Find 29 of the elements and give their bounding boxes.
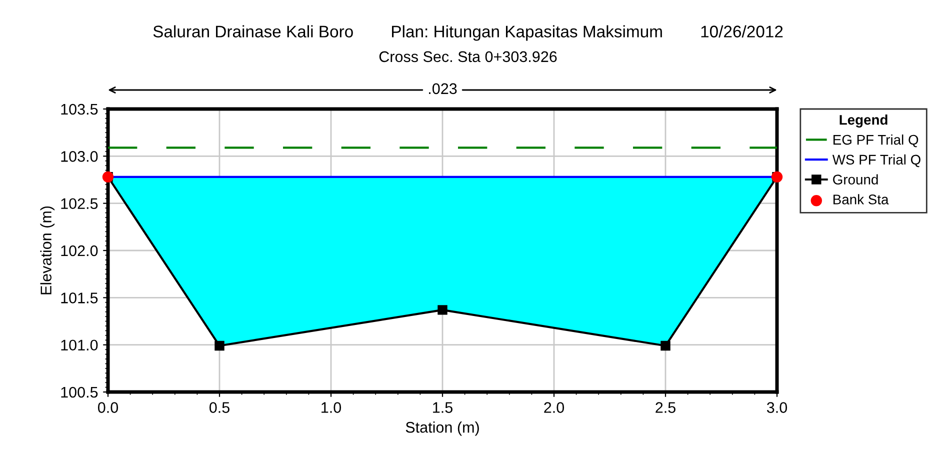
- x-tick-label: 0.0: [98, 402, 118, 413]
- point: [438, 305, 448, 315]
- x-tick-label: 2.5: [656, 402, 676, 413]
- legend-label: Bank Sta: [834, 194, 889, 204]
- y-tick-label: 102.5: [61, 198, 98, 210]
- y-tick-label: 100.5: [61, 386, 98, 398]
- point: [214, 340, 224, 351]
- chart-title: Saluran Drainase Kali Boro Plan: Hitungan Kapasitas Maksimum 10/26/2012: [153, 25, 783, 41]
- chart-subtitle: Cross Sec. Sta 0+303.926: [379, 51, 557, 62]
- y-tick-label: 103.0: [61, 151, 98, 162]
- point: [771, 171, 783, 183]
- legend-title: Legend: [840, 114, 888, 128]
- text: .023: [429, 83, 457, 94]
- x-tick-label: 1.0: [322, 402, 342, 413]
- legend-label: Ground: [833, 174, 878, 184]
- x-tick-label: 2.0: [544, 402, 564, 413]
- x-tick-label: 1.5: [433, 402, 452, 413]
- legend-label: EG PF Trial Q: [834, 134, 918, 148]
- y-tick-label: 101.0: [61, 340, 98, 351]
- legend-label: WS PF Trial Q: [832, 154, 920, 168]
- x-tick-label: 3.0: [766, 402, 788, 413]
- y-axis-title: Elevation (m): [40, 206, 54, 294]
- y-tick-label: 101.5: [61, 292, 98, 304]
- y-tick-label: 102.0: [61, 245, 98, 256]
- point: [660, 340, 670, 351]
- x-axis-title: Station (m): [406, 422, 479, 436]
- point: [102, 171, 114, 183]
- x-tick-label: 0.5: [209, 402, 230, 413]
- y-tick-label: 103.5: [61, 104, 98, 115]
